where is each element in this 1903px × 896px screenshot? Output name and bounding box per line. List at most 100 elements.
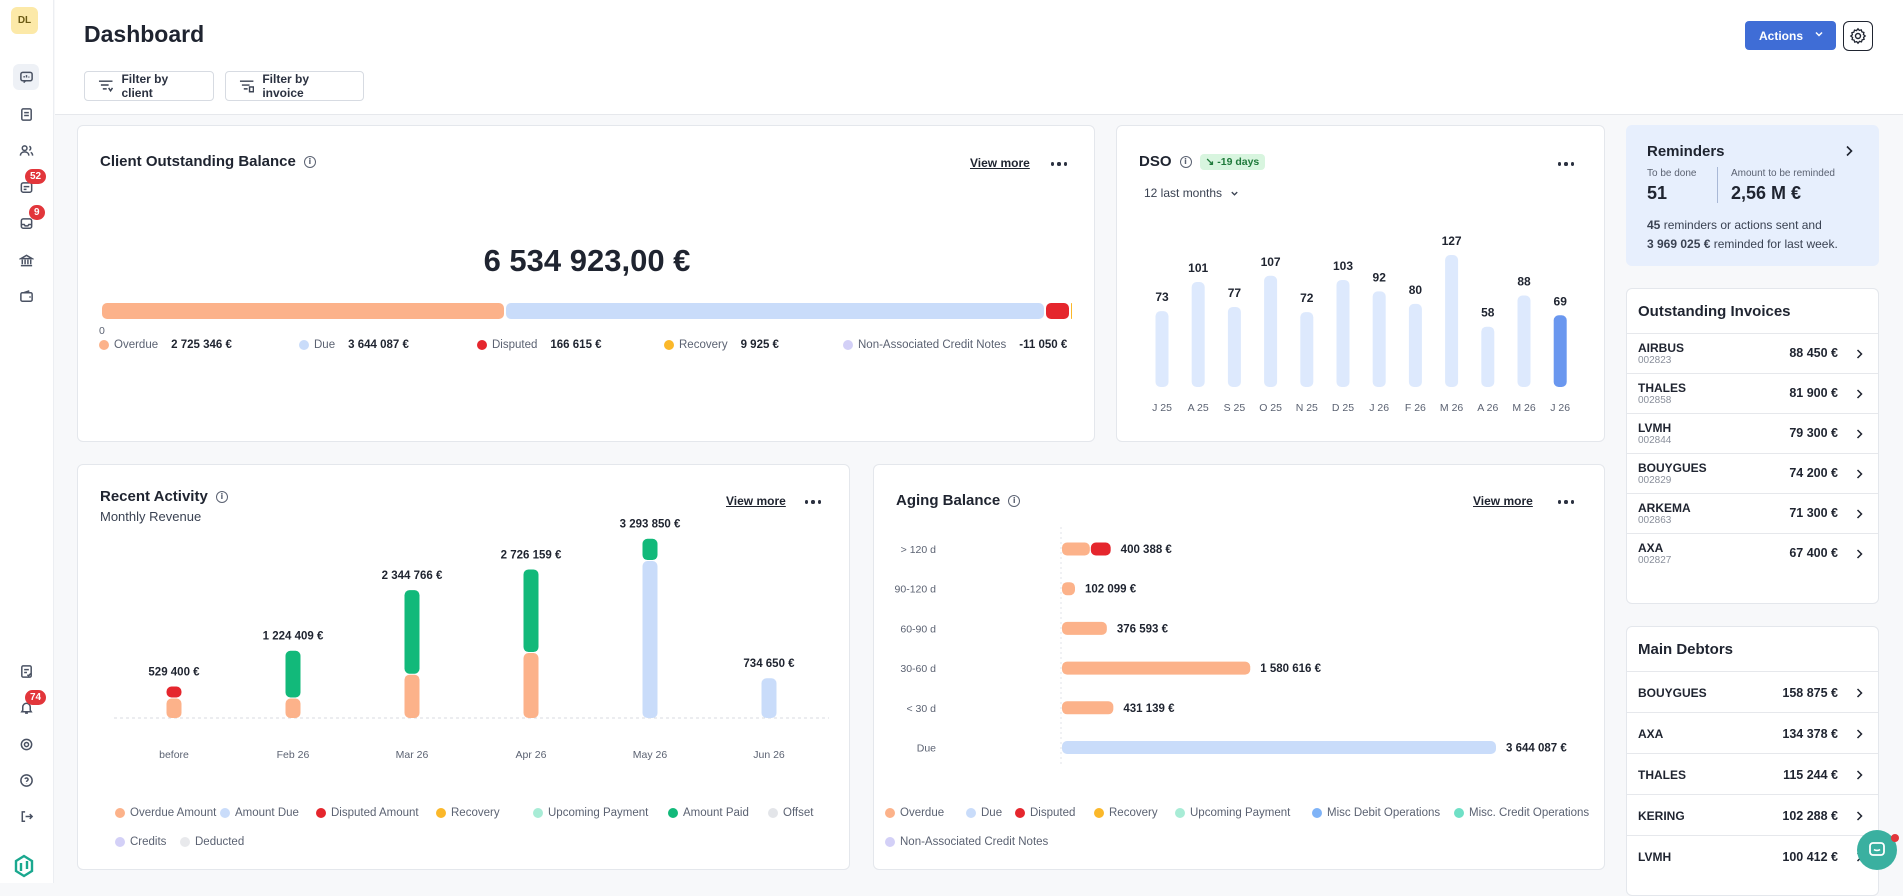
info-icon[interactable]: i xyxy=(303,155,316,168)
info-icon[interactable]: i xyxy=(1179,155,1192,168)
legend-item[interactable]: Overdue xyxy=(885,807,944,819)
aging-bar-segment[interactable] xyxy=(1062,621,1107,635)
dso-bar[interactable] xyxy=(1517,295,1531,387)
legend-item[interactable]: Credits xyxy=(115,836,166,848)
activity-bar-segment[interactable] xyxy=(642,561,658,718)
info-icon[interactable]: i xyxy=(215,490,228,503)
view-more-link[interactable]: View more xyxy=(970,156,1030,170)
legend-item[interactable]: Disputed Amount xyxy=(316,807,419,819)
dso-bar[interactable] xyxy=(1155,311,1169,387)
legend-due[interactable]: Due 3 644 087 € xyxy=(299,339,409,351)
legend-disputed[interactable]: Disputed 166 615 € xyxy=(477,339,602,351)
chevron-right-icon[interactable] xyxy=(1856,811,1864,821)
dso-bar[interactable] xyxy=(1264,275,1278,387)
more-options-icon[interactable] xyxy=(1558,500,1574,504)
reminders-card[interactable]: Reminders To be done 51 Amount to be rem… xyxy=(1626,125,1879,266)
invoice-row[interactable]: BOUYGUES 002829 74 200 € xyxy=(1627,453,1878,493)
debtor-row[interactable]: KERING 102 288 € xyxy=(1627,794,1878,835)
chevron-right-icon[interactable] xyxy=(1856,469,1864,479)
sidebar-item-bank[interactable] xyxy=(13,247,39,273)
view-more-link[interactable]: View more xyxy=(726,494,786,508)
activity-bar-segment[interactable] xyxy=(642,538,658,561)
activity-bar-segment[interactable] xyxy=(404,674,420,718)
period-selector[interactable]: 12 last months xyxy=(1144,186,1239,200)
aging-bar-segment[interactable] xyxy=(1062,741,1496,754)
invoice-row[interactable]: THALES 002858 81 900 € xyxy=(1627,373,1878,413)
sidebar-item-dashboard[interactable] xyxy=(13,64,39,90)
aging-bar-segment[interactable] xyxy=(1090,542,1111,556)
sidebar-item-help[interactable] xyxy=(13,767,39,793)
view-more-link[interactable]: View more xyxy=(1473,494,1533,508)
activity-bar-segment[interactable] xyxy=(166,698,182,718)
legend-item[interactable]: Recovery xyxy=(1094,807,1158,819)
chat-support-button[interactable] xyxy=(1857,830,1897,870)
chevron-right-icon[interactable] xyxy=(1856,509,1864,519)
chevron-right-icon[interactable] xyxy=(1856,349,1864,359)
invoice-row[interactable]: AIRBUS 002823 88 450 € xyxy=(1627,333,1878,373)
dso-bar[interactable] xyxy=(1445,255,1459,387)
activity-bar-segment[interactable] xyxy=(761,678,777,718)
aging-bar-segment[interactable] xyxy=(1062,701,1114,715)
info-icon[interactable]: i xyxy=(1008,494,1021,507)
chevron-right-icon[interactable] xyxy=(1856,729,1864,739)
legend-item[interactable]: Amount Paid xyxy=(668,807,749,819)
sidebar-item-clients[interactable] xyxy=(13,137,39,163)
balance-segment-due[interactable] xyxy=(505,303,1044,319)
debtor-row[interactable]: AXA 134 378 € xyxy=(1627,712,1878,753)
debtor-row[interactable]: BOUYGUES 158 875 € xyxy=(1627,671,1878,712)
legend-item[interactable]: Non-Associated Credit Notes xyxy=(885,836,1048,848)
chevron-right-icon[interactable] xyxy=(1856,688,1864,698)
sidebar-item-settings[interactable] xyxy=(13,731,39,757)
dso-bar[interactable] xyxy=(1553,315,1567,387)
actions-button[interactable]: Actions xyxy=(1745,21,1836,50)
sidebar-item-tasks[interactable] xyxy=(13,658,39,684)
dso-bar[interactable] xyxy=(1227,306,1241,387)
legend-overdue[interactable]: Overdue 2 725 346 € xyxy=(99,339,232,351)
legend-item[interactable]: Disputed xyxy=(1015,807,1075,819)
legend-item[interactable]: Overdue Amount xyxy=(115,807,216,819)
legend-item[interactable]: Misc. Credit Operations xyxy=(1454,807,1589,819)
more-options-icon[interactable] xyxy=(805,500,821,504)
legend-item[interactable]: Offset xyxy=(768,807,813,819)
chevron-right-icon[interactable] xyxy=(1856,770,1864,780)
sidebar-item-invoices[interactable] xyxy=(13,174,39,200)
debtor-row[interactable]: THALES 115 244 € xyxy=(1627,753,1878,794)
more-options-icon[interactable] xyxy=(1051,162,1067,166)
dso-bar[interactable] xyxy=(1336,279,1350,387)
dso-bar[interactable] xyxy=(1300,312,1314,387)
dso-bar[interactable] xyxy=(1372,291,1386,387)
avatar[interactable]: DL xyxy=(11,7,38,34)
invoice-row[interactable]: ARKEMA 002863 71 300 € xyxy=(1627,493,1878,533)
activity-bar-segment[interactable] xyxy=(166,686,182,698)
invoice-row[interactable]: AXA 002827 67 400 € xyxy=(1627,533,1878,573)
legend-item[interactable]: Misc Debit Operations xyxy=(1312,807,1440,819)
sidebar-item-inbox[interactable] xyxy=(13,210,39,236)
filter-by-client-button[interactable]: Filter by client xyxy=(84,71,214,101)
activity-bar-segment[interactable] xyxy=(404,590,420,674)
invoice-row[interactable]: LVMH 002844 79 300 € xyxy=(1627,413,1878,453)
sidebar-item-logout[interactable] xyxy=(13,803,39,829)
activity-bar-segment[interactable] xyxy=(285,650,301,698)
balance-segment-recovery[interactable] xyxy=(1070,303,1072,319)
aging-bar-segment[interactable] xyxy=(1062,582,1075,596)
chevron-right-icon[interactable] xyxy=(1845,145,1854,157)
more-options-icon[interactable] xyxy=(1558,162,1574,166)
balance-segment-disputed[interactable] xyxy=(1045,303,1069,319)
sidebar-item-wallet[interactable] xyxy=(13,283,39,309)
legend-item[interactable]: Amount Due xyxy=(220,807,299,819)
activity-bar-segment[interactable] xyxy=(523,653,539,718)
activity-bar-segment[interactable] xyxy=(523,569,539,653)
activity-bar-segment[interactable] xyxy=(285,698,301,718)
chevron-right-icon[interactable] xyxy=(1856,549,1864,559)
legend-credit-notes[interactable]: Non-Associated Credit Notes -11 050 € xyxy=(843,339,1067,351)
legend-item[interactable]: Upcoming Payment xyxy=(533,807,648,819)
filter-by-invoice-button[interactable]: Filter by invoice xyxy=(225,71,364,101)
aging-bar-segment[interactable] xyxy=(1062,661,1251,675)
legend-item[interactable]: Deducted xyxy=(180,836,244,848)
legend-recovery[interactable]: Recovery 9 925 € xyxy=(664,339,779,351)
balance-segment-overdue[interactable] xyxy=(102,303,504,319)
aging-bar-segment[interactable] xyxy=(1062,542,1090,556)
debtor-row[interactable]: LVMH 100 412 € xyxy=(1627,835,1878,876)
chevron-right-icon[interactable] xyxy=(1856,389,1864,399)
settings-button[interactable] xyxy=(1843,21,1873,51)
